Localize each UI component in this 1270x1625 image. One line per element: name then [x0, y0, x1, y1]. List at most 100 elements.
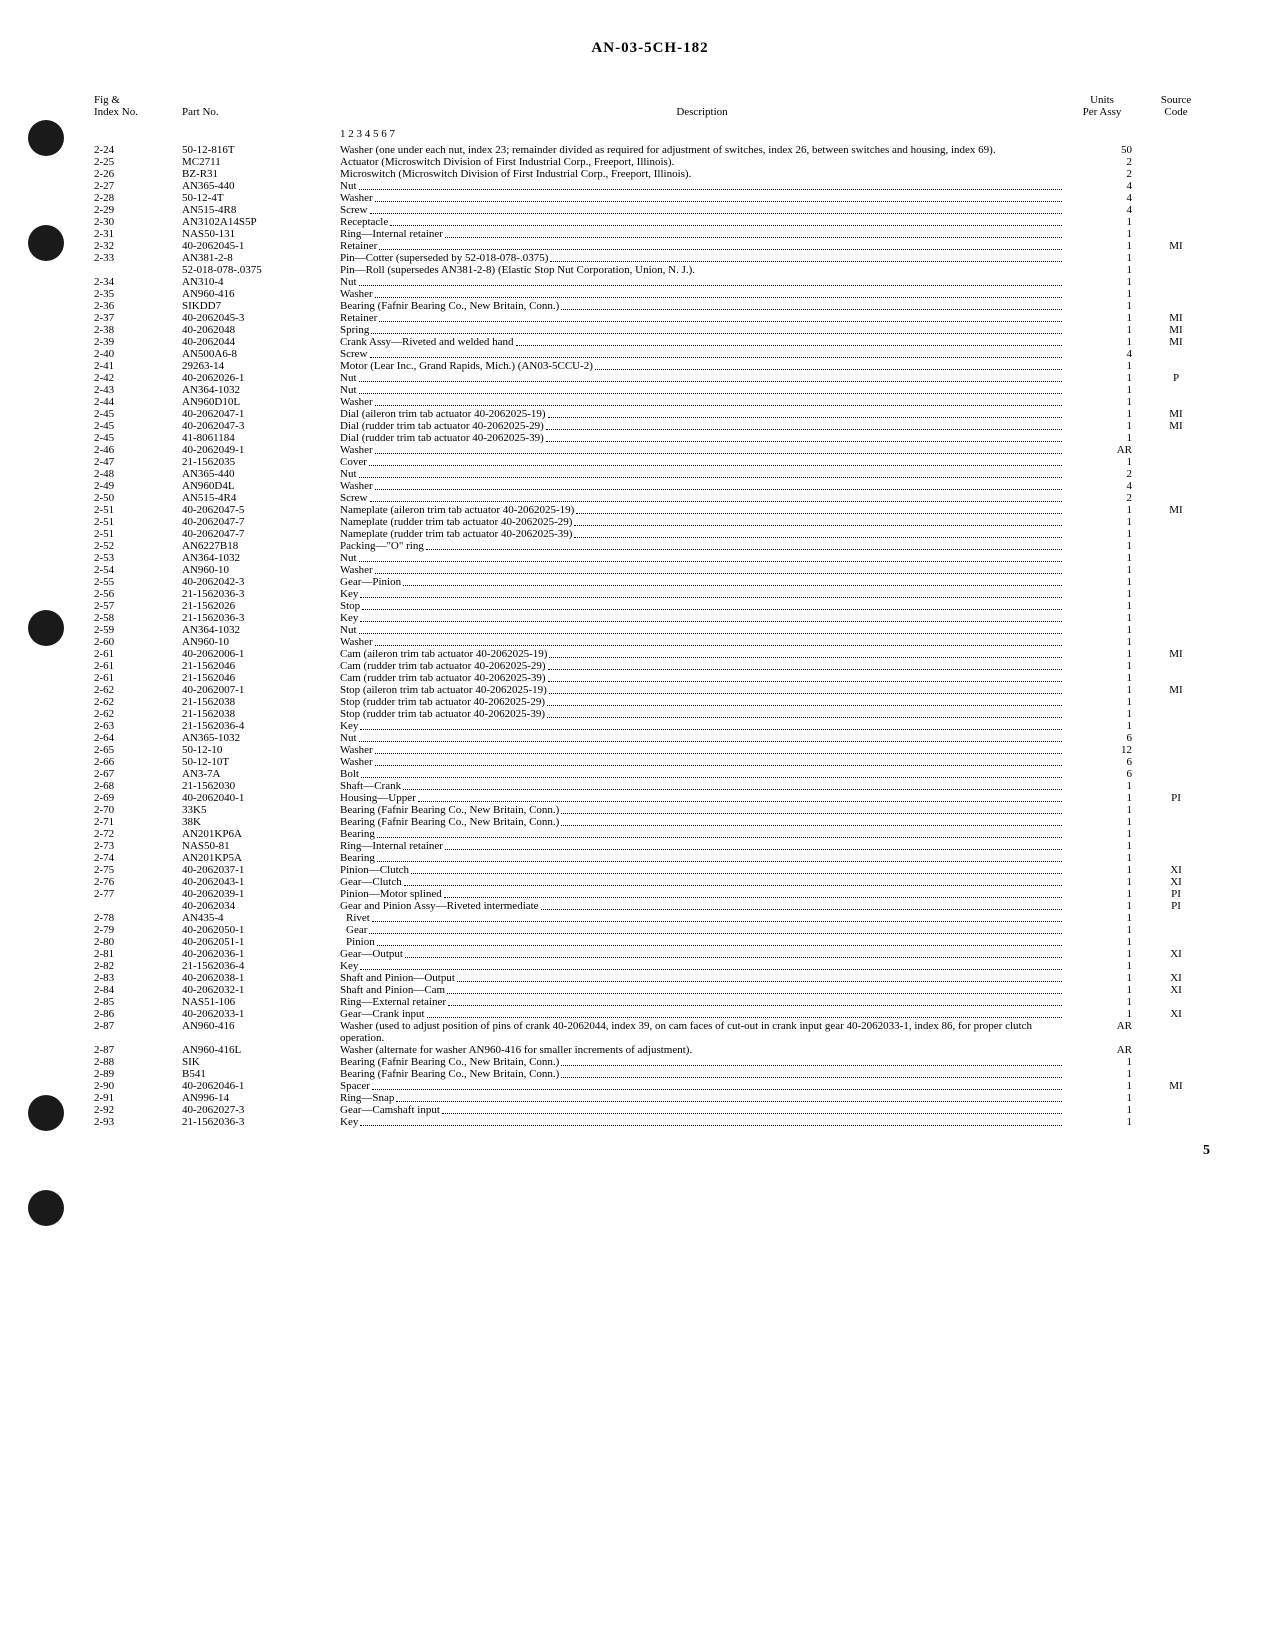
cell-description: Gear—Clutch [336, 876, 1068, 888]
cell-partno: AN364-1032 [178, 624, 336, 636]
cell-units: 4 [1068, 180, 1142, 192]
cell-partno: AN960D4L [178, 480, 336, 492]
table-row: 2-36SIKDD7Bearing (Fafnir Bearing Co., N… [90, 300, 1210, 312]
cell-index: 2-70 [90, 804, 178, 816]
cell-partno: 40-2062006-1 [178, 648, 336, 660]
cell-units: 1 [1068, 408, 1142, 420]
cell-partno: SIK [178, 1056, 336, 1068]
cell-units: 1 [1068, 384, 1142, 396]
cell-index: 2-26 [90, 168, 178, 180]
cell-units: 6 [1068, 732, 1142, 744]
table-row: 2-35AN960-416Washer 1 [90, 288, 1210, 300]
cell-units: 1 [1068, 420, 1142, 432]
cell-index: 2-59 [90, 624, 178, 636]
cell-units: 1 [1068, 1104, 1142, 1116]
th-description: Description [336, 92, 1068, 120]
cell-description: Nut [336, 552, 1068, 564]
table-row: 40-2062034Gear and Pinion Assy—Riveted i… [90, 900, 1210, 912]
table-row: 2-4240-2062026-1Nut 1P [90, 372, 1210, 384]
table-row: 2-44AN960D10LWasher 1 [90, 396, 1210, 408]
cell-index: 2-45 [90, 420, 178, 432]
cell-source [1142, 144, 1210, 156]
cell-partno: 50-12-816T [178, 144, 336, 156]
cell-units: AR [1068, 1044, 1142, 1056]
table-row: 2-49AN960D4LWasher 4 [90, 480, 1210, 492]
cell-description: Gear [336, 924, 1068, 936]
cell-source [1142, 744, 1210, 756]
cell-index: 2-77 [90, 888, 178, 900]
cell-units: 1 [1068, 792, 1142, 804]
cell-index: 2-86 [90, 1008, 178, 1020]
cell-description: Pinion—Motor splined [336, 888, 1068, 900]
cell-description: Actuator (Microswitch Division of First … [336, 156, 1068, 168]
cell-index: 2-61 [90, 648, 178, 660]
cell-index: 2-54 [90, 564, 178, 576]
cell-index: 2-68 [90, 780, 178, 792]
punch-hole [28, 1190, 64, 1226]
cell-units: 1 [1068, 924, 1142, 936]
table-row: 2-7940-2062050-1Gear 1 [90, 924, 1210, 936]
cell-index: 2-65 [90, 744, 178, 756]
cell-units: 1 [1068, 960, 1142, 972]
table-row: 2-5721-1562026Stop 1 [90, 600, 1210, 612]
cell-source [1142, 1104, 1210, 1116]
cell-index: 2-81 [90, 948, 178, 960]
cell-source: XI [1142, 876, 1210, 888]
cell-partno: NAS50-131 [178, 228, 336, 240]
th-units: Units Per Assy [1068, 92, 1142, 120]
cell-source: XI [1142, 1008, 1210, 1020]
cell-partno: 21-1562038 [178, 708, 336, 720]
cell-index: 2-66 [90, 756, 178, 768]
cell-index: 2-50 [90, 492, 178, 504]
cell-description: Shaft and Pinion—Output [336, 972, 1068, 984]
cell-index [90, 264, 178, 276]
cell-partno: 40-2062049-1 [178, 444, 336, 456]
cell-description: Dial (aileron trim tab actuator 40-20620… [336, 408, 1068, 420]
cell-index: 2-43 [90, 384, 178, 396]
cell-source: PI [1142, 888, 1210, 900]
cell-index: 2-30 [90, 216, 178, 228]
cell-units: 1 [1068, 372, 1142, 384]
punch-hole [28, 610, 64, 646]
cell-source: XI [1142, 864, 1210, 876]
cell-partno: AN515-4R4 [178, 492, 336, 504]
table-row: 2-54AN960-10Washer 1 [90, 564, 1210, 576]
cell-source [1142, 708, 1210, 720]
cell-description: Washer (one under each nut, index 23; re… [336, 144, 1068, 156]
cell-source [1142, 720, 1210, 732]
cell-source [1142, 624, 1210, 636]
table-row: 2-6940-2062040-1Housing—Upper 1PI [90, 792, 1210, 804]
cell-units: 1 [1068, 900, 1142, 912]
cell-index: 2-25 [90, 156, 178, 168]
cell-source [1142, 204, 1210, 216]
table-row: 2-27AN365-440Nut 4 [90, 180, 1210, 192]
cell-source [1142, 780, 1210, 792]
cell-partno: MC2711 [178, 156, 336, 168]
cell-units: 1 [1068, 456, 1142, 468]
cell-units: 1 [1068, 276, 1142, 288]
cell-units: 1 [1068, 300, 1142, 312]
cell-partno: 52-018-078-.0375 [178, 264, 336, 276]
cell-units: 1 [1068, 612, 1142, 624]
cell-units: 1 [1068, 552, 1142, 564]
cell-source [1142, 768, 1210, 780]
cell-source [1142, 480, 1210, 492]
cell-partno: AN364-1032 [178, 384, 336, 396]
cell-source [1142, 924, 1210, 936]
cell-description: Pinion—Clutch [336, 864, 1068, 876]
cell-index: 2-87 [90, 1020, 178, 1044]
cell-units: 1 [1068, 852, 1142, 864]
cell-partno: 40-2062051-1 [178, 936, 336, 948]
table-row: 2-53AN364-1032Nut 1 [90, 552, 1210, 564]
cell-index: 2-72 [90, 828, 178, 840]
parts-table: Fig & Index No. Part No. Description Uni… [90, 92, 1210, 1128]
cell-description: Nut [336, 732, 1068, 744]
cell-description: Nameplate (rudder trim tab actuator 40-2… [336, 528, 1068, 540]
table-row: 2-5821-1562036-3Key 1 [90, 612, 1210, 624]
cell-partno: AN960-10 [178, 636, 336, 648]
table-row: 2-9240-2062027-3Gear—Camshaft input 1 [90, 1104, 1210, 1116]
cell-partno: AN365-440 [178, 468, 336, 480]
cell-source: P [1142, 372, 1210, 384]
cell-description: Nameplate (aileron trim tab actuator 40-… [336, 504, 1068, 516]
cell-source [1142, 276, 1210, 288]
